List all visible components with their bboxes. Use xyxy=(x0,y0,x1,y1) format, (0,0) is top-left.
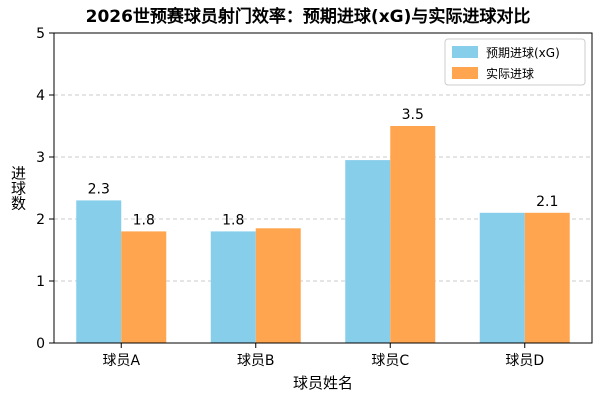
bar-xg-2 xyxy=(345,160,391,343)
y-tick-label: 5 xyxy=(36,26,45,42)
legend: 预期进球(xG) 实际进球 xyxy=(444,38,586,86)
bar-actual-2 xyxy=(390,126,436,343)
y-axis-label: 进球数 xyxy=(9,166,27,211)
bar-actual-1 xyxy=(255,228,301,343)
data-label: 1.8 xyxy=(222,212,244,228)
x-tick-label: 球员D xyxy=(505,353,544,369)
data-label: 2.1 xyxy=(536,194,558,210)
y-ticks: 0 1 2 3 4 5 xyxy=(36,26,54,352)
y-tick-label: 2 xyxy=(36,212,45,228)
bar-actual-3 xyxy=(524,212,570,343)
y-tick-label: 4 xyxy=(36,88,45,104)
bar-xg-3 xyxy=(479,212,525,343)
bars xyxy=(76,126,570,343)
x-axis-label: 球员姓名 xyxy=(293,374,353,392)
data-labels: 2.3 1.8 1.8 3.5 2.1 xyxy=(88,107,559,228)
y-tick-label: 0 xyxy=(36,336,45,352)
plot-frame xyxy=(53,32,593,344)
chart-title: 2026世预赛球员射门效率：预期进球(xG)与实际进球对比 xyxy=(86,6,531,27)
data-label: 1.8 xyxy=(133,212,155,228)
bar-xg-1 xyxy=(210,231,256,343)
x-tick-label: 球员B xyxy=(237,353,275,369)
x-tick-label: 球员C xyxy=(371,353,409,369)
data-label: 2.3 xyxy=(88,181,110,197)
bar-xg-0 xyxy=(76,200,122,343)
legend-label-actual: 实际进球 xyxy=(486,66,534,81)
y-tick-label: 3 xyxy=(36,150,45,166)
data-label: 3.5 xyxy=(402,107,424,123)
legend-swatch-actual xyxy=(452,67,478,79)
bar-actual-0 xyxy=(121,231,167,343)
y-tick-label: 1 xyxy=(36,274,45,290)
x-tick-label: 球员A xyxy=(102,353,140,369)
legend-swatch-xg xyxy=(452,46,478,58)
legend-label-xg: 预期进球(xG) xyxy=(486,46,560,60)
legend-box xyxy=(444,38,586,86)
x-ticks: 球员A 球员B 球员C 球员D xyxy=(102,343,544,369)
